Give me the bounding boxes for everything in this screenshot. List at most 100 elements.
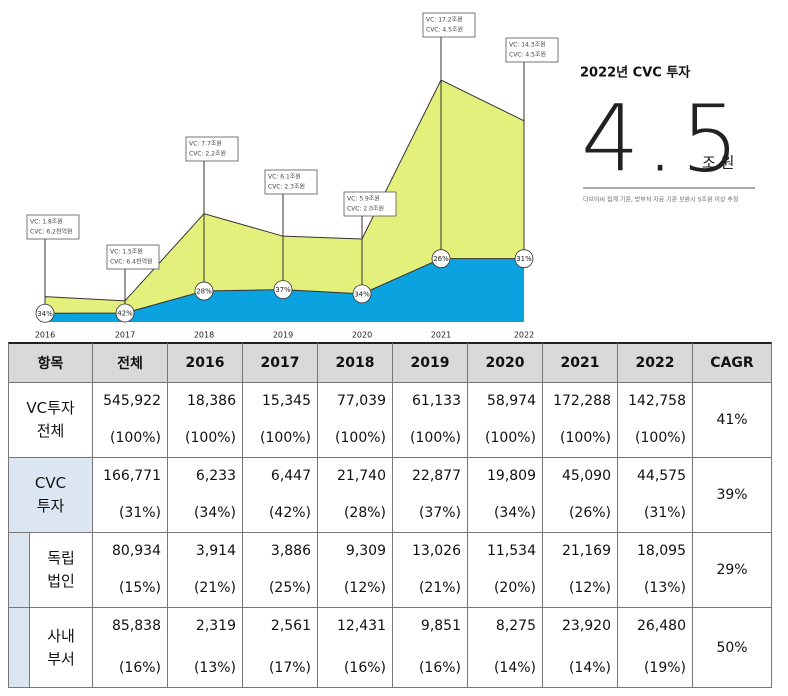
share-label: 37% [275, 286, 291, 294]
cell-share: (14%) [568, 660, 611, 676]
callout-vc: VC: 1.5조원 [110, 248, 143, 256]
cell-value: 8,275 [495, 618, 536, 634]
cell-value: 18,095 [637, 543, 686, 559]
cell-share: (12%) [568, 580, 611, 596]
headline-value: 4.5 [581, 86, 745, 193]
cell-share: (26%) [568, 505, 611, 521]
row-label-line: 전체 [36, 422, 65, 440]
callout-cvc: CVC: 6.2천억원 [30, 228, 73, 236]
data-cell: 3,914 (21%) [168, 533, 243, 608]
data-cell: 172,288 (100%) [543, 383, 618, 458]
data-cell: 58,974 (100%) [468, 383, 543, 458]
cell-share: (16%) [418, 660, 461, 676]
cell-value: 18,386 [187, 393, 236, 409]
cell-share: (100%) [410, 430, 461, 446]
cell-share: (16%) [118, 660, 161, 676]
data-cell: 45,090 (26%) [543, 458, 618, 533]
cell-value: 6,447 [270, 468, 311, 484]
cell-value: 142,758 [628, 393, 686, 409]
cell-share: (20%) [493, 580, 536, 596]
cagr-cell: 41% [693, 383, 772, 458]
header-cell: 2022 [618, 342, 693, 383]
cell-value: 23,920 [562, 618, 611, 634]
cell-share: (100%) [635, 430, 686, 446]
callout-vc: VC: 6.1조원 [268, 173, 301, 181]
x-tick-label: 2021 [431, 331, 451, 340]
data-cell: 85,838 (16%) [93, 608, 168, 688]
share-label: 34% [37, 310, 53, 318]
cell-value: 21,169 [562, 543, 611, 559]
data-cell: 61,133 (100%) [393, 383, 468, 458]
share-marker [194, 281, 214, 301]
cell-share: (100%) [485, 430, 536, 446]
share-label: 26% [433, 255, 449, 263]
cell-share: (100%) [260, 430, 311, 446]
cell-value: 19,809 [487, 468, 536, 484]
cell-share: (34%) [193, 505, 236, 521]
row-label-line: 법인 [47, 572, 75, 590]
cell-value: 80,934 [112, 543, 161, 559]
cell-share: (13%) [193, 660, 236, 676]
cell-share: (25%) [268, 580, 311, 596]
cell-value: 45,090 [562, 468, 611, 484]
cagr-cell: 50% [693, 608, 772, 688]
header-cell: 2018 [318, 342, 393, 383]
cell-value: 2,561 [270, 618, 311, 634]
cell-value: 166,771 [103, 468, 161, 484]
data-cell: 80,934 (15%) [93, 533, 168, 608]
callout-vc: VC: 17.2조원 [426, 16, 463, 24]
cell-share: (21%) [418, 580, 461, 596]
x-tick-label: 2020 [352, 331, 372, 340]
chart: 2022년 CVC 투자 4.5 조 원 더브이씨 집계 기준, 방부처 자료 … [26, 12, 755, 340]
share-label: 28% [196, 288, 212, 296]
cell-value: 15,345 [262, 393, 311, 409]
data-cell: 166,771 (31%) [93, 458, 168, 533]
row-label-line: 사내 [47, 626, 75, 645]
callout-vc: VC: 1.8조원 [30, 218, 63, 226]
data-cell: 22,877 (37%) [393, 458, 468, 533]
header-cell: 2019 [393, 342, 468, 383]
cell-value: 61,133 [412, 393, 461, 409]
cell-value: 6,233 [195, 468, 236, 484]
data-cell: 21,740 (28%) [318, 458, 393, 533]
cell-value: 21,740 [337, 468, 386, 484]
row-label-line: 부서 [47, 649, 75, 668]
cell-share: (17%) [268, 660, 311, 676]
data-cell: 19,809 (34%) [468, 458, 543, 533]
headline-note: 더브이씨 집계 기준, 방부처 자료 기준 보완시 5조원 이상 추정 [583, 196, 738, 204]
data-cell: 2,319 (13%) [168, 608, 243, 688]
cell-share: (100%) [560, 430, 611, 446]
row-label-line: VC투자 [26, 399, 75, 417]
x-tick-label: 2019 [273, 331, 293, 340]
share-marker [514, 249, 534, 269]
data-cell: 18,386 (100%) [168, 383, 243, 458]
data-cell: 6,233 (34%) [168, 458, 243, 533]
cell-value: 44,575 [637, 468, 686, 484]
cell-share: (31%) [118, 505, 161, 521]
share-marker [431, 249, 451, 269]
header-cell: 2021 [543, 342, 618, 383]
callout-cvc: CVC: 6.4천억원 [110, 258, 153, 266]
data-cell: 44,575 (31%) [618, 458, 693, 533]
cell-share: (21%) [193, 580, 236, 596]
cell-value: 22,877 [412, 468, 461, 484]
row-label-line: 투자 [36, 497, 65, 515]
data-cell: 12,431 (16%) [318, 608, 393, 688]
header-cell: 2016 [168, 342, 243, 383]
header-cell: 2017 [243, 342, 318, 383]
callout-box [26, 214, 80, 240]
cell-value: 9,851 [420, 618, 461, 634]
cagr-cell: 39% [693, 458, 772, 533]
cell-value: 2,319 [195, 618, 236, 634]
cell-value: 77,039 [337, 393, 386, 409]
callout-cvc: CVC: 4.5조원 [509, 51, 546, 59]
callout-vc: VC: 5.9조원 [347, 195, 380, 203]
x-tick-label: 2018 [194, 331, 214, 340]
x-tick-label: 2022 [514, 331, 534, 340]
header-cell: CAGR [693, 342, 772, 383]
header-cell: 2020 [468, 342, 543, 383]
header-cell: 항목 [8, 342, 93, 383]
